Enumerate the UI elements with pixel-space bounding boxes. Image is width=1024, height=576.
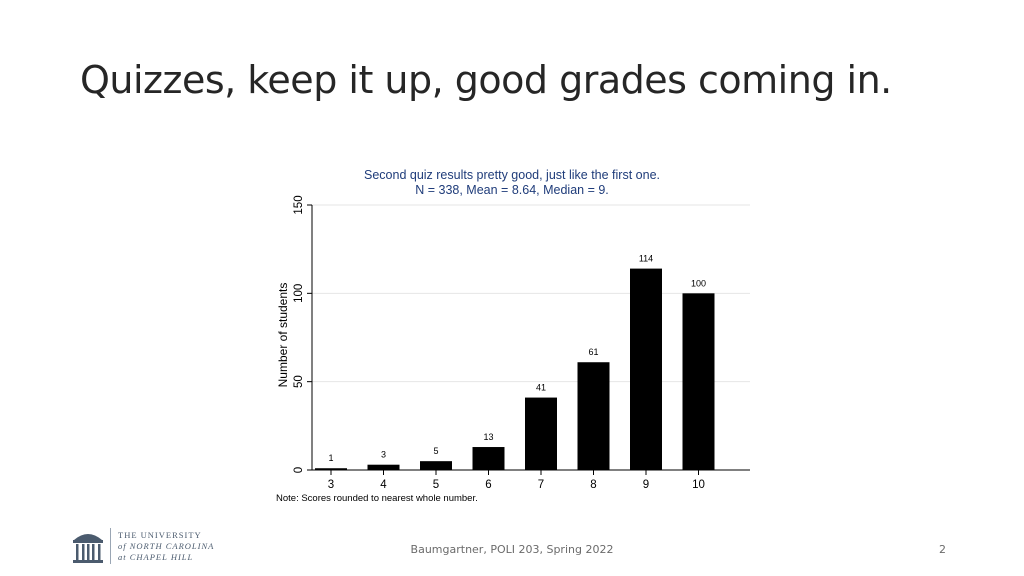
data-label: 114 <box>639 254 653 264</box>
data-label: 100 <box>691 278 706 288</box>
data-label: 61 <box>588 347 598 357</box>
unc-logo: THE UNIVERSITY of NORTH CAROLINA at CHAP… <box>68 526 228 566</box>
bar <box>525 397 557 470</box>
x-tick-label: 5 <box>433 479 439 491</box>
x-tick-label: 8 <box>590 479 596 491</box>
x-tick-label: 6 <box>485 479 491 491</box>
logo-text: THE UNIVERSITY of NORTH CAROLINA at CHAP… <box>118 530 214 563</box>
logo-line-1: THE UNIVERSITY <box>118 530 202 540</box>
bar <box>420 461 452 470</box>
data-label: 13 <box>483 432 493 442</box>
data-label: 1 <box>328 453 333 463</box>
x-tick-label: 3 <box>328 479 334 491</box>
slide-title: Quizzes, keep it up, good grades coming … <box>80 58 892 102</box>
bar <box>472 447 505 470</box>
bar <box>367 464 400 470</box>
x-tick-label: 7 <box>538 479 544 491</box>
y-tick-label: 0 <box>293 467 305 473</box>
data-label: 3 <box>381 450 386 460</box>
chart-svg: Second quiz results pretty good, just li… <box>276 168 750 504</box>
logo-line-2: of NORTH CAROLINA <box>118 541 215 551</box>
x-tick-label: 10 <box>692 479 705 491</box>
y-tick-label: 50 <box>293 375 305 388</box>
grid-lines <box>312 204 750 383</box>
chart-note: Note: Scores rounded to nearest whole nu… <box>276 493 478 504</box>
y-tick-label: 150 <box>293 195 305 214</box>
bar <box>630 268 662 470</box>
data-label: 5 <box>433 446 438 456</box>
logo-line-3: at CHAPEL HILL <box>118 552 194 562</box>
logo-divider <box>110 528 111 564</box>
chart-title: Second quiz results pretty good, just li… <box>364 168 660 182</box>
bar-chart: Second quiz results pretty good, just li… <box>262 160 762 510</box>
chart-subtitle: N = 338, Mean = 8.64, Median = 9. <box>415 183 609 197</box>
x-tick-label: 4 <box>380 479 387 491</box>
axes: 0 50 100 150 3 4 5 6 7 8 9 10 <box>293 195 750 491</box>
bar <box>577 362 610 470</box>
footer-text: Baumgartner, POLI 203, Spring 2022 <box>410 543 614 556</box>
y-tick-label: 100 <box>293 284 305 303</box>
page-number: 2 <box>939 543 946 556</box>
x-tick-label: 9 <box>643 479 649 491</box>
y-axis-label: Number of students <box>276 283 290 388</box>
data-label: 41 <box>536 383 546 393</box>
bar <box>315 468 347 470</box>
bar <box>682 293 715 470</box>
old-well-icon <box>73 534 103 563</box>
